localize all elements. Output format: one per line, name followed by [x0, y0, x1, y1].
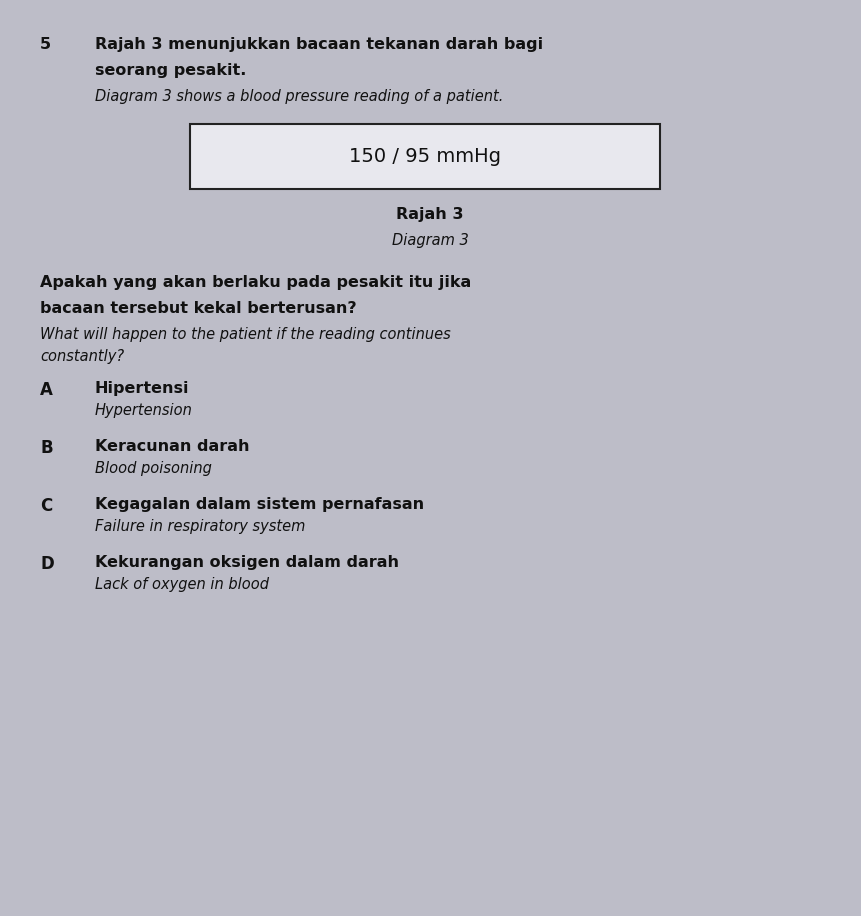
- Text: bacaan tersebut kekal berterusan?: bacaan tersebut kekal berterusan?: [40, 301, 356, 316]
- Text: Diagram 3: Diagram 3: [392, 233, 468, 248]
- Text: constantly?: constantly?: [40, 349, 124, 364]
- Text: Hypertension: Hypertension: [95, 403, 193, 418]
- Text: seorang pesakit.: seorang pesakit.: [95, 63, 246, 78]
- Text: C: C: [40, 497, 53, 515]
- Text: Diagram 3 shows a blood pressure reading of a patient.: Diagram 3 shows a blood pressure reading…: [95, 89, 504, 104]
- Text: Hipertensi: Hipertensi: [95, 381, 189, 396]
- Text: Kekurangan oksigen dalam darah: Kekurangan oksigen dalam darah: [95, 555, 399, 570]
- Text: What will happen to the patient if the reading continues: What will happen to the patient if the r…: [40, 327, 451, 342]
- Bar: [190, 124, 660, 189]
- Text: Apakah yang akan berlaku pada pesakit itu jika: Apakah yang akan berlaku pada pesakit it…: [40, 275, 471, 290]
- Text: Blood poisoning: Blood poisoning: [95, 461, 212, 476]
- Text: D: D: [40, 555, 53, 573]
- Text: Failure in respiratory system: Failure in respiratory system: [95, 519, 306, 534]
- Text: 5: 5: [40, 37, 51, 52]
- Text: 150 / 95 mmHg: 150 / 95 mmHg: [349, 147, 501, 166]
- Text: Rajah 3 menunjukkan bacaan tekanan darah bagi: Rajah 3 menunjukkan bacaan tekanan darah…: [95, 37, 543, 52]
- Text: Keracunan darah: Keracunan darah: [95, 439, 250, 454]
- Text: Rajah 3: Rajah 3: [396, 207, 464, 222]
- Text: B: B: [40, 439, 53, 457]
- Text: A: A: [40, 381, 53, 399]
- Text: Lack of oxygen in blood: Lack of oxygen in blood: [95, 577, 269, 592]
- Text: Kegagalan dalam sistem pernafasan: Kegagalan dalam sistem pernafasan: [95, 497, 424, 512]
